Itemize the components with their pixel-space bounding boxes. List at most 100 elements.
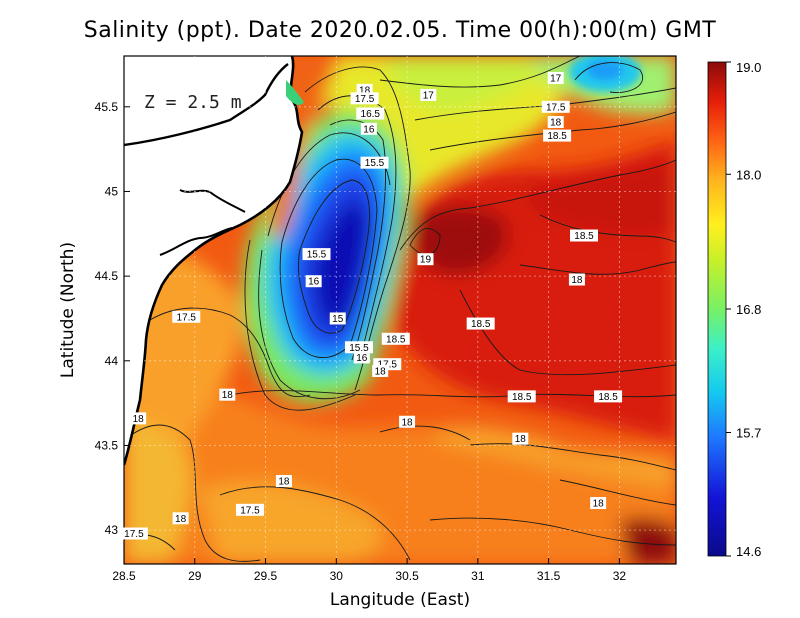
x-tick-label: 30.5 xyxy=(395,569,419,583)
contour-label-text: 16 xyxy=(356,353,368,364)
colorbar-ticks: 19.0 18.0 16.8 15.7 14.6 xyxy=(726,60,761,559)
contour-label-bg xyxy=(372,364,389,377)
contour-label: 18.5 xyxy=(507,390,536,403)
x-axis-label: Langitude (East) xyxy=(329,590,471,610)
colorbar xyxy=(707,61,727,557)
contour-label-text: 17.5 xyxy=(177,312,197,323)
contour-label-bg xyxy=(350,92,379,105)
contour-label: 18 xyxy=(275,475,292,488)
y-tick-label: 43.5 xyxy=(95,438,119,452)
contour-label-text: 18 xyxy=(375,366,387,377)
contour-label-bg xyxy=(172,512,189,525)
land-mass xyxy=(124,56,304,466)
contour-label-bg xyxy=(547,116,564,129)
x-tick-label: 31 xyxy=(471,569,485,583)
contour-label-bg xyxy=(356,107,385,120)
contour-label: 15.5 xyxy=(302,248,331,261)
y-tick-label: 44.5 xyxy=(95,269,119,283)
contour-label: 19 xyxy=(417,253,434,266)
contour-label-bg xyxy=(172,310,201,323)
contour-label: 18 xyxy=(372,364,389,377)
colorbar-tick-label: 14.6 xyxy=(736,544,761,559)
y-tick-label: 44 xyxy=(105,354,119,368)
colorbar-tick-label: 15.7 xyxy=(736,426,761,441)
contour-label-text: 18.5 xyxy=(574,231,594,242)
contour-label: 15.5 xyxy=(344,341,373,354)
x-axis-ticks: 28.5 29 29.5 30 30.5 31 31.5 32 xyxy=(112,558,626,583)
contour-label-bg xyxy=(119,527,148,540)
x-tick-label: 29.5 xyxy=(254,569,278,583)
contour-label: 18.5 xyxy=(381,332,410,345)
contour-label-text: 19 xyxy=(420,255,432,266)
x-tick-label: 32 xyxy=(613,569,627,583)
contour-label-bg xyxy=(329,312,346,325)
contour-label-text: 18.5 xyxy=(471,319,491,330)
contour-label: 17 xyxy=(420,88,437,101)
contour-label-bg xyxy=(570,229,598,242)
contour-label-text: 17.5 xyxy=(124,529,144,540)
contour-label-text: 18 xyxy=(175,514,187,525)
contour-label-text: 18 xyxy=(593,499,605,510)
contour-label-bg xyxy=(275,475,292,488)
contour-label-text: 15 xyxy=(332,314,344,325)
contour-label: 16.5 xyxy=(356,107,385,120)
contour-label-text: 15.5 xyxy=(349,343,369,354)
contour-label-text: 18.5 xyxy=(512,392,532,403)
contour-label: 17.5 xyxy=(350,92,379,105)
contour-label-text: 18 xyxy=(278,477,290,488)
x-tick-label: 31.5 xyxy=(537,569,561,583)
contour-label-bg xyxy=(219,388,236,401)
contour-label-text: 18 xyxy=(133,414,145,425)
x-tick-label: 30 xyxy=(330,569,344,583)
contour-label-bg xyxy=(305,275,322,288)
contour-label-text: 16.5 xyxy=(361,109,381,120)
y-tick-label: 43 xyxy=(105,523,119,537)
contour-label-text: 16 xyxy=(363,124,375,135)
contour-label: 18 xyxy=(219,388,236,401)
contour-label-text: 18 xyxy=(515,434,527,445)
contour-label: 17.5 xyxy=(235,503,264,516)
contour-label-bg xyxy=(420,88,437,101)
contour-label-bg xyxy=(568,273,585,286)
contour-label-bg xyxy=(541,100,570,113)
contour-label-text: 18.5 xyxy=(598,392,618,403)
contour-label: 17.5 xyxy=(541,100,570,113)
salinity-field xyxy=(124,56,676,564)
colorbar-tick-label: 16.8 xyxy=(736,302,761,317)
y-tick-label: 45 xyxy=(105,184,119,198)
contour-label-bg xyxy=(466,317,495,330)
depth-label: Z = 2.5 m xyxy=(144,92,242,113)
contour-label: 18 xyxy=(399,415,416,428)
contour-label-text: 16 xyxy=(308,277,320,288)
contour-label: 17 xyxy=(547,72,564,85)
contour-label-bg xyxy=(360,156,389,169)
contour-label: 18 xyxy=(568,273,585,286)
plot-frame xyxy=(123,55,677,565)
contour-label-text: 18.5 xyxy=(386,334,406,345)
contour-label: 15.5 xyxy=(360,156,389,169)
contour-label: 18 xyxy=(512,432,529,445)
contour-label: 17.5 xyxy=(172,310,201,323)
contour-label-text: 18 xyxy=(222,390,234,401)
contour-label: 18 xyxy=(590,497,607,510)
contour-label-text: 17 xyxy=(550,74,562,85)
x-tick-label: 29 xyxy=(188,569,202,583)
contour-label: 18.5 xyxy=(543,129,572,142)
contour-label-text: 18 xyxy=(359,85,371,96)
contour-label: 16 xyxy=(305,275,322,288)
contour-label: 18 xyxy=(547,116,564,129)
contour-label: 18 xyxy=(172,512,189,525)
contour-label-text: 17 xyxy=(423,90,435,101)
contour-label-text: 18 xyxy=(550,118,562,129)
contour-label-bg xyxy=(507,390,536,403)
contour-label-bg xyxy=(302,248,331,261)
contour-label: 17.5 xyxy=(119,527,148,540)
colorbar-tick-label: 18.0 xyxy=(736,167,761,182)
contour-label-bg xyxy=(360,122,377,135)
contour-label-text: 17.5 xyxy=(355,94,375,105)
colorbar-tick-label: 19.0 xyxy=(736,60,761,75)
contour-label-bg xyxy=(399,415,416,428)
contour-label: 15 xyxy=(329,312,346,325)
contour-label-bg xyxy=(130,412,147,425)
